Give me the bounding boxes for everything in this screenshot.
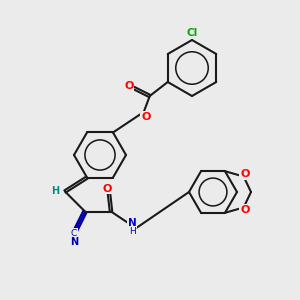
Text: O: O [102,184,112,194]
Text: O: O [240,169,250,179]
Text: Cl: Cl [186,28,198,38]
Text: C: C [71,229,77,238]
Text: O: O [240,205,250,215]
Text: N: N [128,218,136,227]
Text: H: H [129,227,135,236]
Text: O: O [124,81,134,91]
Text: O: O [141,112,150,122]
Text: H: H [51,185,59,196]
Text: N: N [70,236,78,247]
